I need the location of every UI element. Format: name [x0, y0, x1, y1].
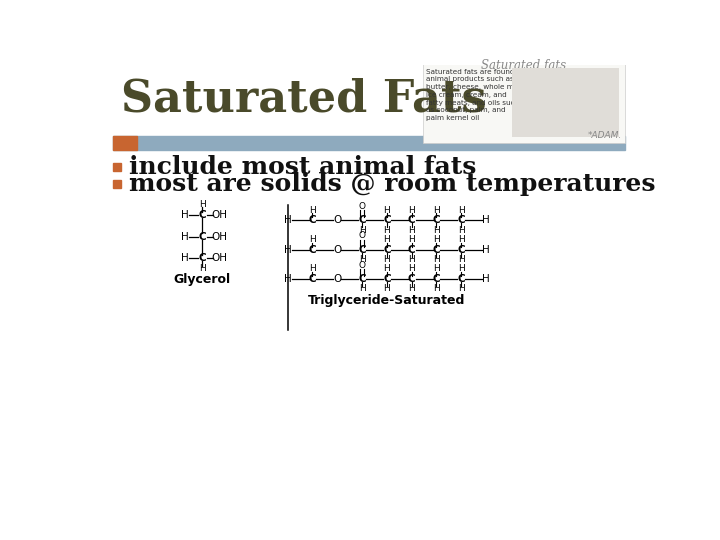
Text: H: H [458, 206, 464, 215]
Text: C: C [359, 245, 366, 254]
Text: O: O [359, 202, 366, 211]
Text: C: C [309, 245, 316, 254]
Text: C: C [199, 253, 206, 263]
Text: OH: OH [212, 232, 228, 241]
Text: H: H [458, 285, 464, 293]
Text: C: C [383, 215, 391, 225]
Text: H: H [408, 285, 415, 293]
Text: H: H [181, 253, 189, 263]
Text: H: H [458, 255, 464, 264]
Bar [423, 55, 625, 143]
Text: H: H [181, 232, 189, 241]
Text: H: H [433, 265, 440, 273]
Text: include most animal fats: include most animal fats [129, 155, 476, 179]
Text: H: H [384, 235, 390, 244]
Text: H: H [284, 215, 292, 225]
Text: H: H [359, 226, 366, 235]
Bar [113, 136, 137, 150]
Text: Saturated fats: Saturated fats [482, 59, 567, 72]
Text: H: H [384, 226, 390, 235]
Text: H: H [408, 206, 415, 215]
Text: H: H [181, 210, 189, 220]
Text: OH: OH [212, 210, 228, 220]
Text: C: C [457, 274, 465, 284]
Text: C: C [433, 274, 440, 284]
Text: H: H [433, 285, 440, 293]
Text: C: C [457, 215, 465, 225]
Text: H: H [458, 235, 464, 244]
Text: H: H [408, 235, 415, 244]
Text: C: C [309, 215, 316, 225]
Text: H: H [433, 226, 440, 235]
Text: O: O [359, 231, 366, 240]
Text: H: H [433, 206, 440, 215]
Text: O: O [333, 245, 341, 254]
Text: H: H [359, 285, 366, 293]
Text: H: H [309, 206, 316, 215]
Text: C: C [383, 245, 391, 254]
Text: H: H [199, 265, 206, 273]
Text: C: C [408, 215, 415, 225]
Text: H: H [284, 274, 292, 284]
Bar [113, 164, 121, 171]
Text: C: C [309, 274, 316, 284]
Text: C: C [359, 274, 366, 284]
Text: H: H [384, 206, 390, 215]
Text: H: H [284, 245, 292, 254]
Text: H: H [482, 245, 490, 254]
Text: *ADAM.: *ADAM. [588, 131, 621, 140]
Text: C: C [433, 245, 440, 254]
Text: H: H [433, 255, 440, 264]
Text: H: H [384, 285, 390, 293]
Text: H: H [458, 265, 464, 273]
Text: H: H [309, 265, 316, 273]
Text: Triglyceride-Saturated: Triglyceride-Saturated [308, 294, 466, 307]
Text: H: H [309, 235, 316, 244]
Text: Saturated Fats: Saturated Fats [121, 77, 487, 120]
Text: C: C [383, 274, 391, 284]
Text: H: H [408, 226, 415, 235]
Text: Glycerol: Glycerol [174, 273, 231, 286]
Text: H: H [482, 215, 490, 225]
Text: H: H [458, 226, 464, 235]
Text: C: C [199, 232, 206, 241]
Bar [113, 136, 625, 150]
Text: O: O [333, 274, 341, 284]
Text: H: H [384, 265, 390, 273]
Text: C: C [457, 245, 465, 254]
Text: OH: OH [212, 253, 228, 263]
Text: most are solids @ room temperatures: most are solids @ room temperatures [129, 172, 655, 196]
Text: C: C [408, 245, 415, 254]
Text: C: C [359, 215, 366, 225]
Text: H: H [199, 200, 206, 208]
Text: H: H [408, 265, 415, 273]
Text: Saturated fats are found in
animal products such as
butter, cheese, whole milk,
: Saturated fats are found in animal produ… [426, 69, 525, 121]
Text: H: H [384, 255, 390, 264]
Bar [513, 68, 619, 137]
Text: H: H [433, 235, 440, 244]
Text: H: H [359, 255, 366, 264]
Text: O: O [333, 215, 341, 225]
Text: C: C [199, 210, 206, 220]
Text: C: C [408, 274, 415, 284]
Text: H: H [482, 274, 490, 284]
Text: C: C [433, 215, 440, 225]
Text: O: O [359, 260, 366, 269]
Bar [113, 180, 121, 188]
Text: H: H [408, 255, 415, 264]
